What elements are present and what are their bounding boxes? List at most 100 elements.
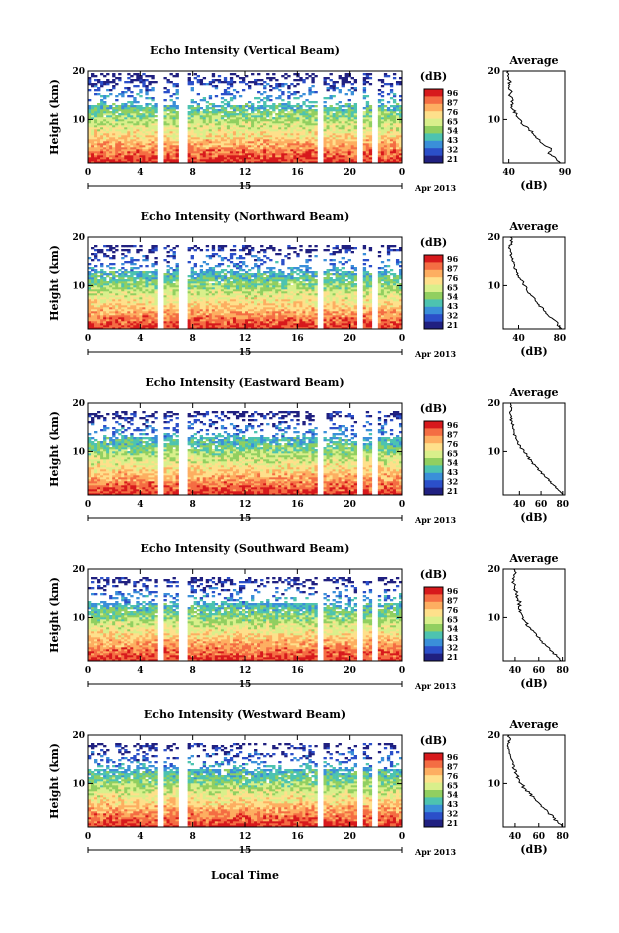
heatmap-cell <box>314 305 317 307</box>
heatmap-cell <box>145 123 148 125</box>
heatmap-cell <box>115 121 118 123</box>
heatmap-cell <box>145 301 148 303</box>
heatmap-cell <box>151 315 154 317</box>
heatmap-cell <box>221 319 224 321</box>
heatmap-cell <box>218 147 221 149</box>
heatmap-cell <box>390 131 393 133</box>
heatmap-cell <box>191 295 194 297</box>
heatmap-cell <box>275 319 278 321</box>
heatmap-cell <box>215 289 218 291</box>
heatmap-cell <box>239 291 242 293</box>
heatmap-cell <box>311 299 314 301</box>
heatmap-cell <box>269 317 272 319</box>
heatmap-cell <box>145 133 148 135</box>
heatmap-cell <box>378 299 381 301</box>
heatmap-cell <box>106 141 109 143</box>
heatmap-cell <box>275 85 278 87</box>
heatmap-cell <box>163 77 166 79</box>
heatmap-cell <box>206 145 209 147</box>
heatmap-cell <box>100 149 103 151</box>
heatmap-cell <box>151 113 154 115</box>
heatmap-cell <box>121 303 124 305</box>
heatmap-cell <box>390 315 393 317</box>
heatmap-cell <box>381 131 384 133</box>
heatmap-cell <box>91 309 94 311</box>
heatmap-cell <box>203 77 206 79</box>
heatmap-cell <box>275 121 278 123</box>
heatmap-cell <box>218 313 221 315</box>
heatmap-cell <box>124 303 127 305</box>
heatmap-cell <box>354 319 357 321</box>
heatmap-cell <box>284 291 287 293</box>
heatmap-cell <box>167 313 170 315</box>
heatmap-cell <box>311 113 314 115</box>
heatmap-cell <box>348 109 351 111</box>
heatmap-cell <box>224 141 227 143</box>
heatmap-cell <box>163 129 166 131</box>
heatmap-cell <box>100 129 103 131</box>
heatmap-cell <box>191 139 194 141</box>
heatmap-cell <box>97 127 100 129</box>
heatmap-cell <box>342 123 345 125</box>
heatmap-cell <box>151 297 154 299</box>
heatmap-cell <box>266 119 269 121</box>
heatmap-cell <box>103 151 106 153</box>
heatmap-cell <box>203 301 206 303</box>
heatmap-cell <box>176 319 179 321</box>
heatmap-cell <box>290 127 293 129</box>
heatmap-cell <box>314 157 317 159</box>
heatmap-cell <box>363 317 366 319</box>
heatmap-cell <box>197 311 200 313</box>
heatmap-cell <box>163 143 166 145</box>
heatmap-cell <box>191 109 194 111</box>
heatmap-cell <box>333 315 336 317</box>
heatmap-cell <box>363 115 366 117</box>
heatmap-cell <box>94 323 97 325</box>
heatmap-cell <box>363 137 366 139</box>
heatmap-cell <box>308 105 311 107</box>
heatmap-cell <box>212 103 215 105</box>
heatmap-cell <box>339 307 342 309</box>
heatmap-cell <box>342 141 345 143</box>
heatmap-cell <box>284 307 287 309</box>
heatmap-cell <box>369 113 372 115</box>
heatmap-cell <box>302 81 305 83</box>
heatmap-cell <box>188 293 191 295</box>
heatmap-cell <box>212 115 215 117</box>
heatmap-cell <box>272 295 275 297</box>
heatmap-cell <box>305 119 308 121</box>
heatmap-cell <box>260 157 263 159</box>
heatmap-cell <box>121 301 124 303</box>
heatmap-cell <box>348 129 351 131</box>
heatmap-cell <box>188 147 191 149</box>
heatmap-cell <box>390 293 393 295</box>
heatmap-cell <box>260 147 263 149</box>
heatmap-cell <box>224 125 227 127</box>
heatmap-cell <box>142 127 145 129</box>
heatmap-cell <box>299 111 302 113</box>
heatmap-cell <box>173 139 176 141</box>
heatmap-cell <box>245 315 248 317</box>
heatmap-cell <box>260 107 263 109</box>
heatmap-cell <box>215 127 218 129</box>
heatmap-cell <box>124 105 127 107</box>
heatmap-cell <box>151 145 154 147</box>
heatmap-cell <box>188 81 191 83</box>
heatmap-cell <box>378 305 381 307</box>
heatmap-cell <box>311 307 314 309</box>
heatmap-cell <box>236 313 239 315</box>
heatmap-cell <box>136 325 139 327</box>
heatmap-cell <box>103 121 106 123</box>
heatmap-cell <box>387 115 390 117</box>
heatmap-cell <box>139 109 142 111</box>
heatmap-cell <box>245 307 248 309</box>
heatmap-cell <box>251 159 254 161</box>
heatmap-cell <box>173 93 176 95</box>
heatmap-cell <box>112 149 115 151</box>
heatmap-cell <box>127 125 130 127</box>
heatmap-cell <box>139 81 142 83</box>
heatmap-cell <box>369 109 372 111</box>
heatmap-cell <box>206 319 209 321</box>
heatmap-cell <box>206 159 209 161</box>
heatmap-cell <box>242 303 245 305</box>
